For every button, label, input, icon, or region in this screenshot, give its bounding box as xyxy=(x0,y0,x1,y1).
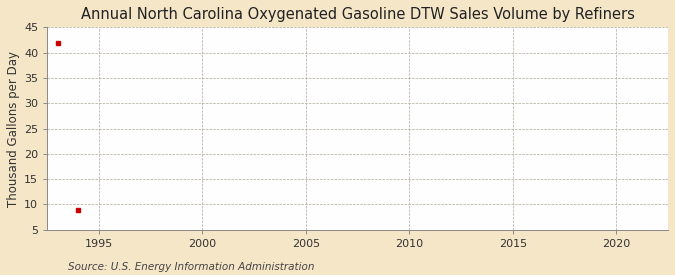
Text: Source: U.S. Energy Information Administration: Source: U.S. Energy Information Administ… xyxy=(68,262,314,272)
Title: Annual North Carolina Oxygenated Gasoline DTW Sales Volume by Refiners: Annual North Carolina Oxygenated Gasolin… xyxy=(81,7,634,22)
Y-axis label: Thousand Gallons per Day: Thousand Gallons per Day xyxy=(7,51,20,207)
